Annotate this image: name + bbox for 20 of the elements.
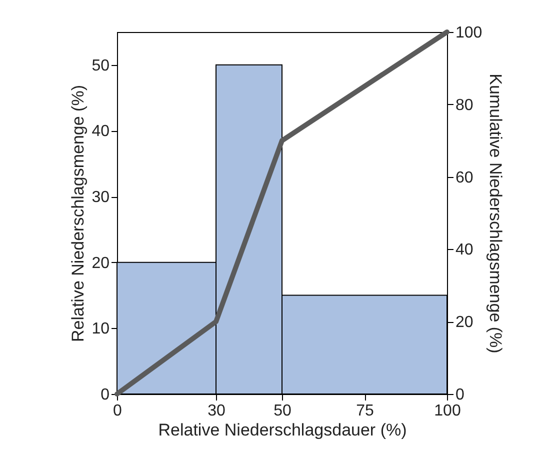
y-tick-label: 0: [100, 386, 110, 404]
x-tick-label: 75: [356, 402, 374, 420]
y2-tick-label: 60: [456, 169, 474, 186]
y-tick-label: 40: [92, 123, 110, 140]
y2-tick-label: 20: [456, 314, 474, 332]
y2-axis-title: Kumulative Niederschlagsmenge (%): [486, 74, 506, 354]
y-tick-label: 30: [92, 189, 110, 206]
y-axis-title: Relative Niederschlagsmenge (%): [68, 84, 88, 342]
y-tick-label: 20: [92, 254, 110, 272]
y2-tick-label: 0: [456, 386, 464, 404]
y-tick-label: 10: [92, 320, 110, 338]
y2-tick-label: 80: [456, 96, 474, 114]
x-axis-title: Relative Niederschlagsdauer (%): [158, 420, 407, 440]
y-tick-label: 50: [92, 57, 110, 74]
y2-tick-label: 40: [456, 242, 474, 259]
y2-tick-label: 100: [456, 24, 482, 42]
x-tick-label: 0: [113, 402, 122, 420]
x-tick-label: 30: [208, 402, 226, 420]
x-tick-label: 100: [434, 402, 461, 420]
x-tick-label: 50: [274, 402, 292, 420]
